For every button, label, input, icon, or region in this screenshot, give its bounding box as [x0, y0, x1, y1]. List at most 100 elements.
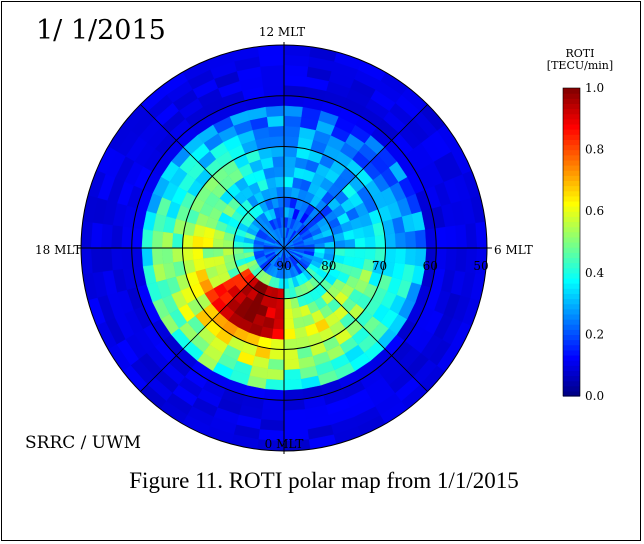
roti-cell [90, 222, 104, 249]
roti-cell [161, 247, 174, 265]
roti-cell [267, 125, 285, 138]
roti-cell [258, 54, 285, 68]
colorbar-segment [563, 267, 580, 274]
mlt-radial-line [140, 104, 285, 249]
roti-cell [283, 95, 305, 108]
roti-cell [354, 237, 366, 249]
colorbar-segment [563, 165, 580, 171]
colorbar-title: ROTI [566, 47, 595, 60]
roti-cell [212, 238, 224, 249]
colorbar-segment [563, 123, 580, 130]
roti-cell [202, 247, 214, 259]
roti-cell [283, 358, 301, 371]
colorbar-segment [563, 144, 580, 151]
roti-cell [464, 222, 478, 249]
colorbar-segment [563, 242, 580, 248]
colorbar-segment [563, 308, 580, 315]
roti-cell [283, 418, 309, 431]
colorbar-segment [563, 206, 580, 212]
roti-cell [275, 298, 285, 310]
colorbar-segment [563, 221, 580, 228]
roti-cell [404, 247, 417, 266]
colorbar-segment [563, 339, 580, 346]
roti-cell [222, 239, 234, 249]
colorbar-segment [563, 257, 580, 264]
colorbar-segment [563, 149, 580, 156]
colorbar-segment [563, 118, 580, 125]
roti-cell [283, 408, 307, 421]
colorbar: 0.0 0.2 0.4 0.6 0.8 1.0 [562, 81, 604, 403]
latitude-tick-label: 50 [473, 259, 488, 273]
mlt-radial-line [140, 247, 285, 392]
roti-cell [111, 247, 124, 271]
roti-cell [454, 223, 467, 249]
roti-cell [474, 221, 488, 249]
roti-cell [283, 54, 310, 68]
colorbar-segment [563, 344, 580, 351]
mlt-radial-line [283, 247, 428, 392]
roti-cell [273, 318, 285, 330]
colorbar-segment [563, 277, 580, 284]
roti-cell [271, 156, 285, 168]
latitude-tick-label: 70 [372, 259, 387, 273]
roti-cell [274, 176, 285, 188]
latitude-tick-label: 60 [423, 259, 438, 273]
roti-cell [267, 358, 285, 371]
roti-cell [182, 234, 194, 249]
roti-cell [212, 247, 224, 258]
colorbar-segment [563, 195, 580, 202]
roti-cell [274, 308, 285, 320]
roti-cell [283, 176, 294, 188]
mlt-label-right: 6 MLT [494, 243, 533, 257]
roti-cell [259, 65, 285, 78]
roti-cell [283, 388, 305, 401]
colorbar-segment [563, 159, 580, 166]
roti-cell [283, 348, 299, 360]
colorbar-tick-label: 1.0 [585, 81, 604, 95]
roti-cell [283, 368, 302, 381]
roti-cell [277, 288, 285, 299]
roti-cell [261, 408, 285, 421]
roti-cell [101, 247, 114, 273]
roti-cell [283, 156, 297, 168]
roti-cell [283, 338, 298, 350]
roti-cell [283, 115, 302, 128]
colorbar-segment [563, 93, 580, 99]
roti-cell [131, 227, 144, 249]
colorbar-segment [563, 303, 580, 310]
colorbar-segment [563, 247, 580, 253]
roti-cell [111, 225, 124, 249]
colorbar-segment [563, 129, 580, 135]
roti-cell [454, 247, 467, 273]
roti-cell [283, 75, 307, 88]
roti-cell [273, 166, 285, 178]
colorbar-segment [563, 288, 580, 294]
colorbar-segment [563, 170, 580, 176]
roti-cell [283, 65, 309, 78]
roti-cell [270, 338, 285, 350]
roti-cell [141, 247, 154, 267]
roti-cell [424, 227, 437, 249]
roti-cell [266, 368, 285, 381]
colorbar-segment [563, 293, 580, 300]
roti-cell [90, 247, 104, 274]
colorbar-outline [562, 87, 581, 397]
roti-cell [283, 166, 295, 178]
roti-cell [172, 247, 184, 263]
roti-cell [344, 247, 356, 258]
colorbar-segment [563, 370, 580, 377]
latitude-tick-label: 80 [321, 259, 336, 273]
roti-cell [257, 44, 285, 58]
colorbar-segment [563, 390, 580, 397]
roti-cell [283, 136, 299, 148]
colorbar-segment [563, 154, 580, 161]
roti-cell [80, 247, 94, 275]
roti-cell [265, 105, 285, 118]
roti-cell [233, 241, 244, 249]
colorbar-segment [563, 324, 580, 330]
latitude-tick-label: 90 [276, 259, 291, 273]
roti-cell [283, 308, 294, 320]
colorbar-segment [563, 329, 580, 335]
roti-cell [283, 105, 303, 118]
